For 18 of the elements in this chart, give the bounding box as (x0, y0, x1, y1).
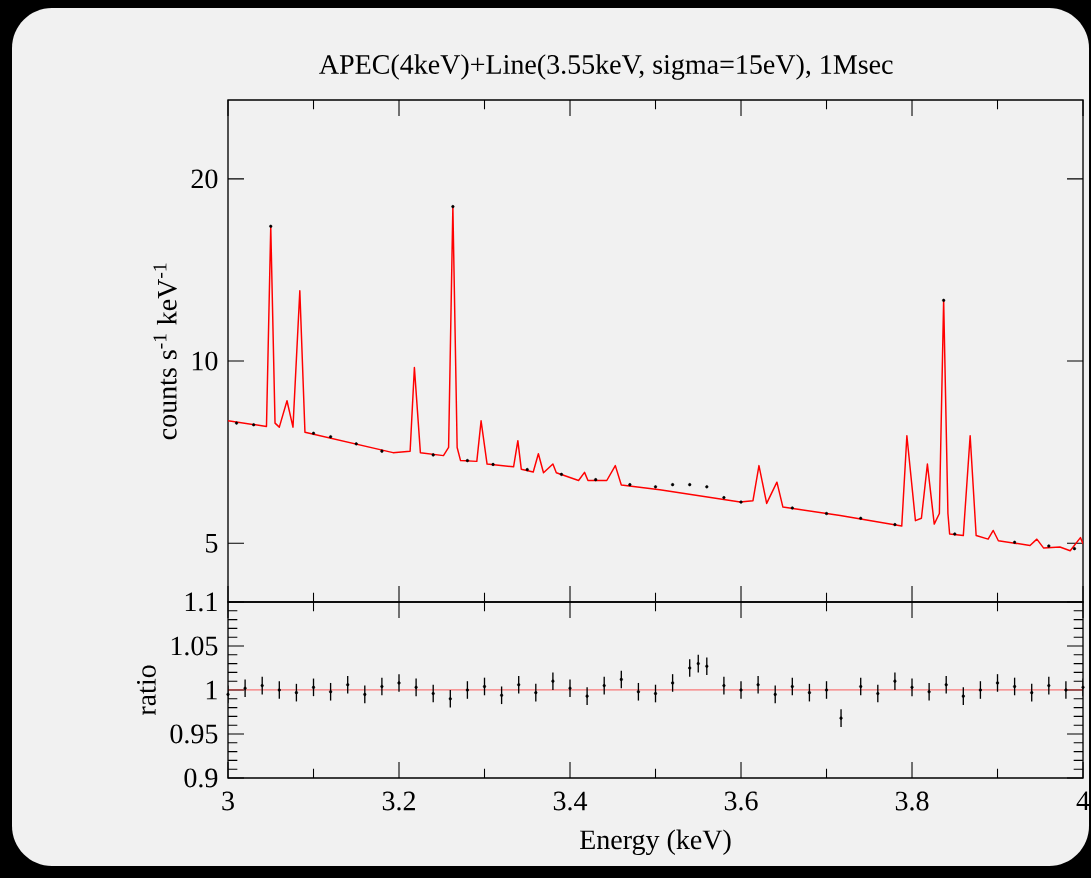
y-tick-label: 0.95 (170, 724, 218, 744)
x-axis-title: Energy (keV) (580, 829, 731, 856)
y-tick-label: 1.1 (185, 592, 217, 612)
x-tick-label: 3.6 (724, 791, 758, 811)
y-tick-label: 5 (206, 534, 218, 553)
x-tick-label: 3 (222, 791, 234, 811)
y-tick-label: 1 (206, 680, 217, 700)
y-tick-label: 20 (191, 169, 218, 189)
x-tick-label: 3.4 (553, 791, 588, 811)
y-tick-label: 1.05 (171, 636, 218, 656)
x-tick-label: 4 (1076, 791, 1090, 811)
x-tick-label: 3.2 (382, 791, 415, 811)
x-tick-label: 3.8 (895, 791, 929, 811)
chart-title: APEC(4keV)+Line(3.55keV, sigma=15eV), 1Msec (319, 54, 893, 80)
y-tick-label: 0.9 (184, 768, 218, 788)
y-axis-title: ratio (136, 665, 156, 716)
y-tick-label: 10 (192, 351, 218, 371)
y-axis-title: counts s$^{-1}$ keV$^{-1}$ (153, 263, 177, 440)
